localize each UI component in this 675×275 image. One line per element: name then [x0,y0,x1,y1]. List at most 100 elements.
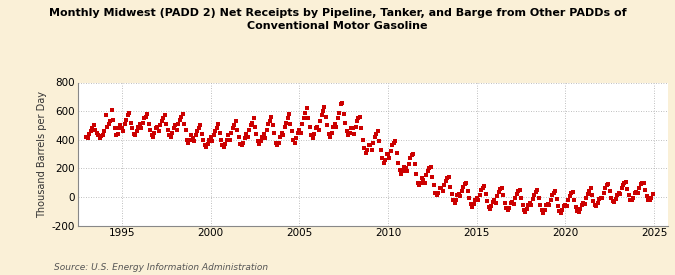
Point [375,147,386,152]
Point [310,126,321,130]
Point [460,182,470,186]
Point [609,200,620,204]
Point [146,133,157,138]
Point [482,199,493,204]
Point [340,120,350,125]
Point [477,185,488,190]
Point [291,136,302,141]
Point [97,133,108,137]
Point [496,185,507,190]
Point [493,190,504,194]
Point [640,188,651,193]
Point [591,204,602,208]
Point [547,193,558,198]
Point [317,109,328,113]
Point [179,122,190,126]
Point [96,134,107,138]
Point [551,197,562,201]
Point [113,126,124,130]
Point [174,117,185,122]
Point [498,193,509,198]
Point [315,119,325,123]
Point [582,192,593,196]
Point [637,180,647,185]
Point [492,194,503,198]
Point [99,129,109,133]
Point [646,196,657,200]
Point [300,110,310,115]
Point [109,126,120,130]
Point [562,204,572,208]
Point [524,201,535,205]
Point [307,136,318,141]
Point [610,197,621,201]
Point [269,130,279,135]
Point [81,135,92,139]
Point [157,119,167,123]
Point [244,128,254,132]
Point [273,140,284,145]
Point [487,200,498,204]
Point [604,189,615,193]
Point [358,138,369,142]
Point [510,196,520,200]
Point [445,185,456,189]
Point [331,125,342,129]
Point [549,189,560,193]
Point [427,175,438,179]
Point [337,100,348,105]
Point [335,102,346,106]
Point [230,119,241,123]
Point [122,113,133,118]
Point [250,125,261,129]
Point [365,143,376,148]
Point [86,129,97,133]
Point [389,140,400,145]
Point [557,208,568,213]
Point [95,135,105,140]
Point [359,146,370,150]
Point [371,132,381,136]
Point [639,181,649,186]
Point [529,192,540,197]
Point [383,152,394,156]
Point [421,173,432,178]
Point [142,112,153,116]
Point [508,202,519,206]
Point [115,123,126,128]
Point [227,126,238,130]
Point [304,125,315,129]
Point [431,193,442,198]
Point [374,139,385,143]
Point [270,140,281,145]
Point [415,180,426,185]
Point [367,147,377,152]
Point [362,147,373,152]
Point [403,162,414,166]
Point [265,119,275,123]
Point [103,122,114,126]
Point [410,172,421,176]
Point [254,142,265,146]
Point [471,196,482,200]
Point [245,123,256,128]
Point [626,198,637,203]
Point [126,120,136,125]
Point [556,211,566,216]
Point [516,196,526,200]
Point [346,126,356,130]
Point [539,208,550,212]
Point [468,202,479,206]
Point [416,176,427,180]
Point [288,138,299,142]
Point [412,180,423,185]
Point [108,117,119,122]
Point [458,185,469,189]
Point [434,186,445,191]
Point [148,135,159,139]
Point [527,197,538,201]
Point [511,192,522,196]
Point [589,203,600,208]
Point [563,198,574,203]
Point [211,126,222,130]
